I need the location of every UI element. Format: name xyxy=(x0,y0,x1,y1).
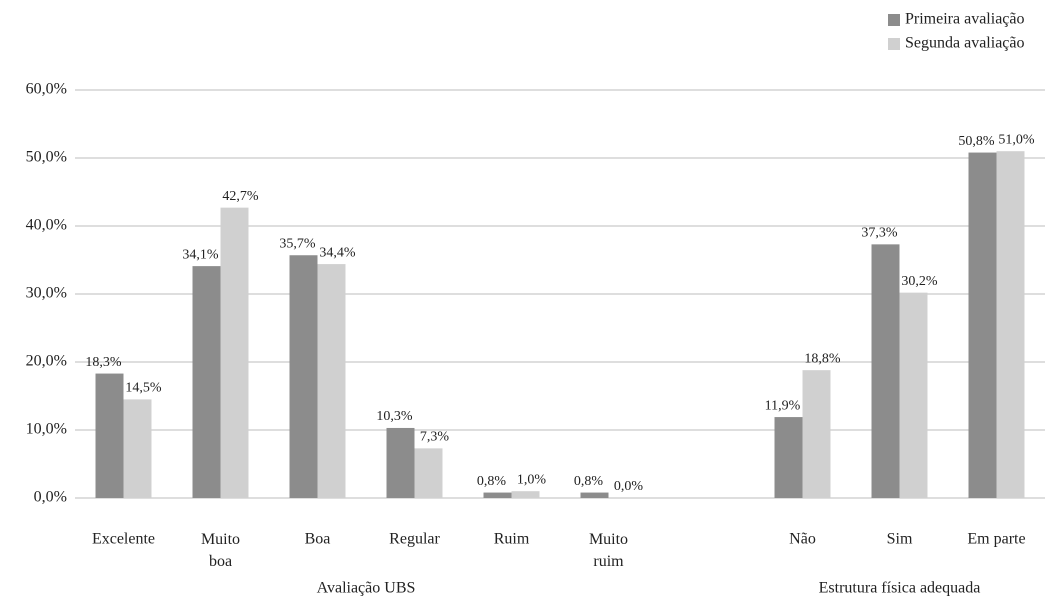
x-tick-label: Boa xyxy=(305,531,331,548)
bar xyxy=(220,207,249,498)
value-label: 18,8% xyxy=(804,351,841,366)
bar xyxy=(289,255,318,498)
bar xyxy=(774,417,803,498)
bar xyxy=(483,492,512,498)
bar xyxy=(802,370,831,498)
y-tick-label: 10,0% xyxy=(26,421,67,438)
bar xyxy=(414,448,443,498)
bar xyxy=(386,427,415,498)
legend-label: Segunda avaliação xyxy=(905,35,1025,52)
y-tick-label: 40,0% xyxy=(26,217,67,234)
value-label: 0,0% xyxy=(614,479,644,494)
value-label: 18,3% xyxy=(85,355,122,370)
value-label: 30,2% xyxy=(901,274,938,289)
y-tick-label: 20,0% xyxy=(26,353,67,370)
y-tick-label: 60,0% xyxy=(26,81,67,98)
x-tick-label: Ruim xyxy=(494,531,530,548)
y-tick-label: 0,0% xyxy=(34,489,67,506)
legend-label: Primeira avaliação xyxy=(905,11,1025,28)
value-label: 14,5% xyxy=(125,381,162,396)
group-label: Avaliação UBS xyxy=(317,580,416,597)
value-label: 50,8% xyxy=(958,134,995,149)
value-label: 0,8% xyxy=(477,474,507,489)
x-tick-label: Não xyxy=(789,531,816,548)
bar xyxy=(95,373,124,498)
bar xyxy=(511,491,540,498)
y-tick-label: 50,0% xyxy=(26,149,67,166)
legend-swatch xyxy=(888,38,900,50)
value-label: 37,3% xyxy=(861,226,898,241)
bar xyxy=(968,152,997,498)
value-label: 11,9% xyxy=(765,398,801,413)
legend-swatch xyxy=(888,14,900,26)
x-tick-label: Muito boa xyxy=(201,531,240,570)
value-label: 35,7% xyxy=(279,236,316,251)
value-label: 51,0% xyxy=(998,132,1035,147)
x-tick-label: Sim xyxy=(887,531,913,548)
bar xyxy=(123,399,152,498)
bar xyxy=(899,292,928,498)
x-tick-label: Regular xyxy=(389,531,440,548)
value-label: 34,1% xyxy=(182,247,219,262)
x-tick-label: Excelente xyxy=(92,531,155,548)
bar xyxy=(580,492,609,498)
x-tick-label: Muito ruim xyxy=(589,531,628,570)
bar xyxy=(192,266,221,498)
value-label: 1,0% xyxy=(517,472,547,487)
group-label: Estrutura física adequada xyxy=(819,580,981,597)
bar xyxy=(871,244,900,498)
bar xyxy=(317,264,346,498)
y-tick-label: 30,0% xyxy=(26,285,67,302)
value-label: 10,3% xyxy=(376,409,413,424)
value-label: 0,8% xyxy=(574,474,604,489)
value-label: 34,4% xyxy=(319,245,356,260)
bar xyxy=(996,151,1025,498)
value-label: 42,7% xyxy=(222,189,259,204)
value-label: 7,3% xyxy=(420,430,450,445)
x-tick-label: Em parte xyxy=(967,531,1025,548)
